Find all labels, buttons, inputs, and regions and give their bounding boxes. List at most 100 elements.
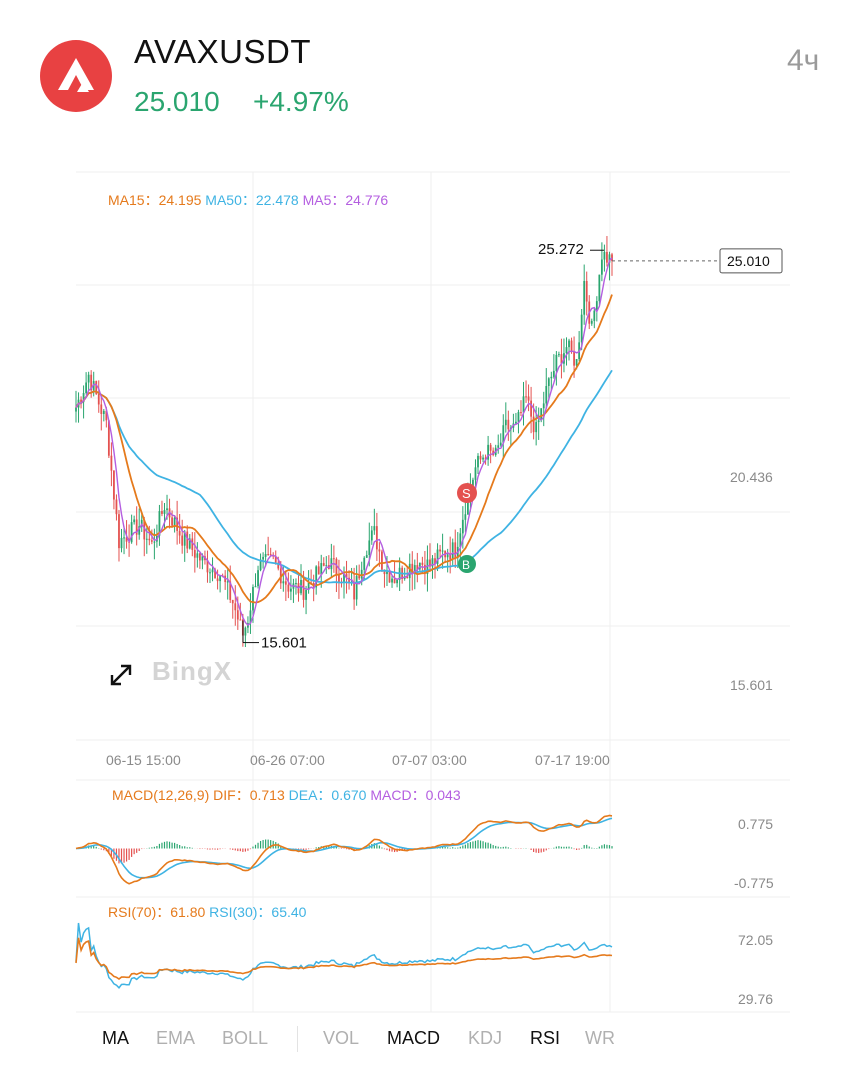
tab-kdj[interactable]: KDJ	[468, 1028, 503, 1048]
tab-divider	[297, 1026, 298, 1052]
rsi-tick-low: 29.76	[738, 991, 773, 1007]
candle-body	[102, 410, 105, 415]
candle-body	[499, 442, 502, 446]
candle-body	[391, 578, 393, 583]
candle-body	[110, 455, 113, 471]
rsi30-line	[75, 922, 613, 989]
price-change-percent: +4.97%	[253, 86, 349, 117]
candle-body	[535, 422, 538, 433]
candle-body	[143, 519, 146, 540]
candle-body	[378, 549, 381, 552]
candle-body	[290, 588, 292, 592]
buy-marker-label: B	[462, 558, 470, 572]
timeframe-selector[interactable]: 4ч	[787, 44, 820, 77]
candle-body	[90, 374, 93, 391]
macd-tick-high: 0.775	[738, 816, 773, 832]
candle-body	[196, 553, 199, 558]
ma5-line	[75, 257, 613, 627]
x-tick-1: 06-26 07:00	[250, 752, 325, 768]
candle-body	[507, 419, 510, 430]
candle-body	[85, 382, 88, 394]
candle-body	[606, 251, 608, 263]
candle-body	[489, 444, 492, 451]
candle-body	[161, 511, 163, 514]
candle-body	[236, 610, 239, 620]
ma50-line	[75, 369, 613, 584]
candle-body	[550, 376, 553, 379]
candle-body	[545, 386, 548, 404]
candle-body	[148, 538, 151, 541]
candle-body	[97, 393, 100, 405]
y-tick-mid: 20.436	[730, 469, 773, 485]
candle-body	[532, 416, 535, 433]
candle-body	[254, 586, 257, 588]
candle-body	[497, 445, 500, 448]
expand-icon[interactable]	[108, 662, 134, 688]
candle-body	[171, 517, 173, 526]
candle-body	[393, 578, 396, 584]
dif-legend: DIF：0.713	[213, 787, 285, 803]
last-price-tag: 25.010	[727, 253, 770, 269]
dea-legend: DEA：0.670	[288, 787, 367, 803]
tab-wr[interactable]: WR	[585, 1028, 615, 1048]
candle-body	[436, 549, 439, 564]
tab-ma[interactable]: MA	[102, 1028, 129, 1048]
candle-body	[461, 519, 464, 534]
candle-body	[267, 554, 270, 556]
candle-body	[87, 374, 90, 383]
rsi-tick-high: 72.05	[738, 932, 773, 948]
candle-body	[234, 603, 237, 611]
candle-body	[502, 425, 505, 443]
candle-body	[418, 562, 421, 570]
candle-body	[373, 526, 376, 531]
tab-macd[interactable]: MACD	[387, 1028, 440, 1048]
ma50-legend: MA50：22.478	[205, 192, 299, 208]
candle-body	[115, 499, 118, 515]
candle-body	[552, 370, 555, 377]
candle-body	[370, 530, 373, 541]
candle-body	[191, 538, 194, 550]
dif-line	[75, 814, 613, 885]
candle-body	[416, 565, 419, 570]
candle-body	[176, 517, 179, 531]
candle-body	[153, 541, 156, 543]
candle-body	[590, 320, 593, 324]
low-price-label: 15.601	[261, 635, 307, 652]
candle-body	[287, 584, 290, 592]
candle-body	[216, 578, 219, 582]
candle-body	[520, 412, 522, 414]
candle-body	[479, 455, 482, 460]
tab-boll[interactable]: BOLL	[222, 1028, 269, 1048]
candle-body	[239, 619, 242, 621]
candle-body	[193, 549, 196, 558]
candle-body	[186, 531, 189, 549]
candle-body	[113, 470, 115, 500]
candle-body	[201, 556, 204, 561]
candle-body	[522, 396, 525, 413]
candle-body	[82, 393, 85, 403]
candle-body	[363, 557, 366, 570]
candle-body	[411, 563, 414, 574]
candle-body	[135, 519, 138, 535]
tab-vol[interactable]: VOL	[323, 1028, 360, 1048]
candle-body	[259, 559, 262, 571]
candle-body	[434, 558, 436, 564]
sell-marker-label: S	[462, 486, 471, 501]
candle-body	[125, 537, 128, 542]
candle-body	[80, 399, 82, 403]
tab-ema[interactable]: EMA	[156, 1028, 196, 1048]
candle-body	[305, 590, 307, 600]
ma15-line	[75, 294, 613, 604]
last-price: 25.010	[134, 86, 220, 117]
candle-body	[568, 340, 570, 348]
candle-body	[284, 581, 287, 585]
ma15-legend: MA15：24.195	[108, 192, 202, 208]
tab-rsi[interactable]: RSI	[530, 1028, 561, 1048]
candle-body	[183, 531, 186, 546]
high-price-label: 25.272	[538, 241, 584, 258]
candle-body	[446, 554, 449, 558]
candle-body	[413, 565, 416, 574]
candle-body	[295, 583, 297, 585]
candle-body	[100, 404, 103, 415]
